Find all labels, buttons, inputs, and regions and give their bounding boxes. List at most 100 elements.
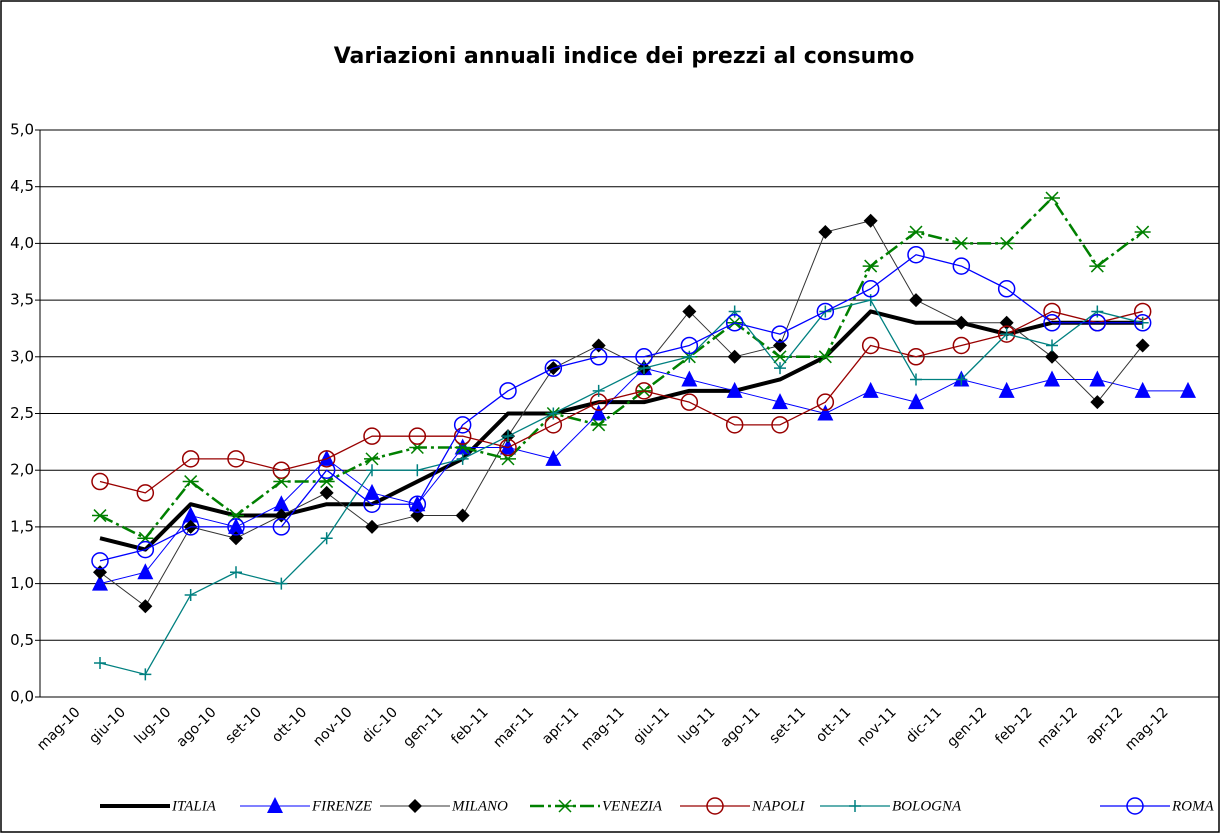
series-line [99, 196, 1144, 540]
marker [272, 461, 291, 479]
marker [1000, 328, 1013, 341]
legend-label: ITALIA [171, 798, 217, 814]
marker [589, 348, 608, 366]
marker [181, 518, 200, 536]
marker [228, 517, 244, 534]
marker [91, 472, 109, 491]
y-tick-label: 5,0 [10, 121, 34, 139]
legend-label: MILANO [451, 798, 508, 814]
marker [502, 430, 514, 443]
marker [364, 452, 380, 466]
marker [908, 225, 924, 239]
marker [363, 495, 381, 513]
marker [997, 325, 1016, 343]
marker [1043, 302, 1061, 321]
marker [366, 464, 378, 477]
marker [590, 418, 607, 432]
marker [1134, 225, 1151, 239]
marker [181, 450, 200, 468]
marker [320, 532, 333, 545]
marker [1088, 314, 1107, 332]
marker [317, 461, 336, 479]
marker [817, 404, 834, 421]
marker [273, 495, 290, 512]
marker [772, 350, 788, 364]
marker [1089, 370, 1106, 387]
marker [456, 452, 469, 465]
marker [998, 236, 1015, 250]
marker [818, 225, 833, 240]
marker [1134, 381, 1151, 398]
marker [771, 325, 789, 343]
marker [1133, 314, 1152, 332]
marker [94, 656, 106, 669]
marker [1089, 259, 1106, 273]
marker [954, 315, 969, 330]
marker [771, 416, 789, 434]
marker [861, 336, 880, 355]
marker [182, 506, 199, 523]
marker [139, 668, 152, 681]
marker [453, 416, 472, 434]
marker [363, 427, 381, 445]
y-tick-label: 2,5 [10, 404, 34, 422]
marker [1046, 339, 1058, 352]
y-tick-label: 1,5 [10, 517, 34, 535]
marker [726, 381, 743, 398]
marker [909, 293, 923, 308]
legend-label: BOLOGNA [892, 798, 962, 814]
y-tick-label: 4,5 [10, 177, 34, 195]
marker [364, 483, 380, 500]
y-tick-label: 1,0 [10, 574, 34, 592]
marker [907, 348, 925, 366]
marker [1090, 395, 1105, 410]
y-tick-label: 3,5 [10, 291, 34, 309]
marker [453, 427, 472, 445]
marker [184, 588, 197, 601]
marker [92, 574, 108, 591]
marker [727, 349, 742, 364]
marker [544, 359, 563, 377]
marker [863, 213, 878, 228]
marker [275, 577, 288, 590]
marker [365, 519, 379, 534]
marker [547, 407, 560, 420]
legend-label: VENEZIA [602, 798, 663, 814]
marker [635, 348, 653, 366]
marker [725, 314, 744, 332]
marker [317, 450, 336, 468]
marker [772, 393, 788, 410]
marker [774, 362, 786, 375]
y-tick-label: 0,0 [10, 688, 34, 706]
legend-marker [557, 799, 573, 813]
marker [227, 450, 245, 468]
marker [230, 566, 242, 579]
chart-title: Variazioni annuali indice dei prezzi al … [334, 44, 915, 69]
marker [681, 370, 698, 387]
marker [680, 336, 699, 355]
marker [411, 464, 424, 477]
marker [455, 508, 470, 523]
marker [817, 350, 834, 364]
marker [592, 384, 605, 397]
marker [952, 257, 971, 275]
legend-label: ROMA [1171, 798, 1214, 814]
marker [816, 302, 835, 321]
y-tick-label: 0,5 [10, 631, 34, 649]
marker [227, 518, 245, 536]
legend-label: FIRENZE [311, 798, 372, 814]
legend-marker [706, 797, 724, 815]
marker [997, 280, 1016, 298]
legend-marker [408, 799, 422, 813]
marker [137, 563, 154, 580]
y-tick-label: 2,0 [10, 461, 34, 479]
marker [91, 552, 109, 570]
marker [955, 373, 968, 386]
marker [92, 509, 108, 523]
marker [953, 236, 970, 250]
marker [318, 449, 335, 466]
marker [682, 304, 697, 319]
marker [319, 485, 334, 500]
